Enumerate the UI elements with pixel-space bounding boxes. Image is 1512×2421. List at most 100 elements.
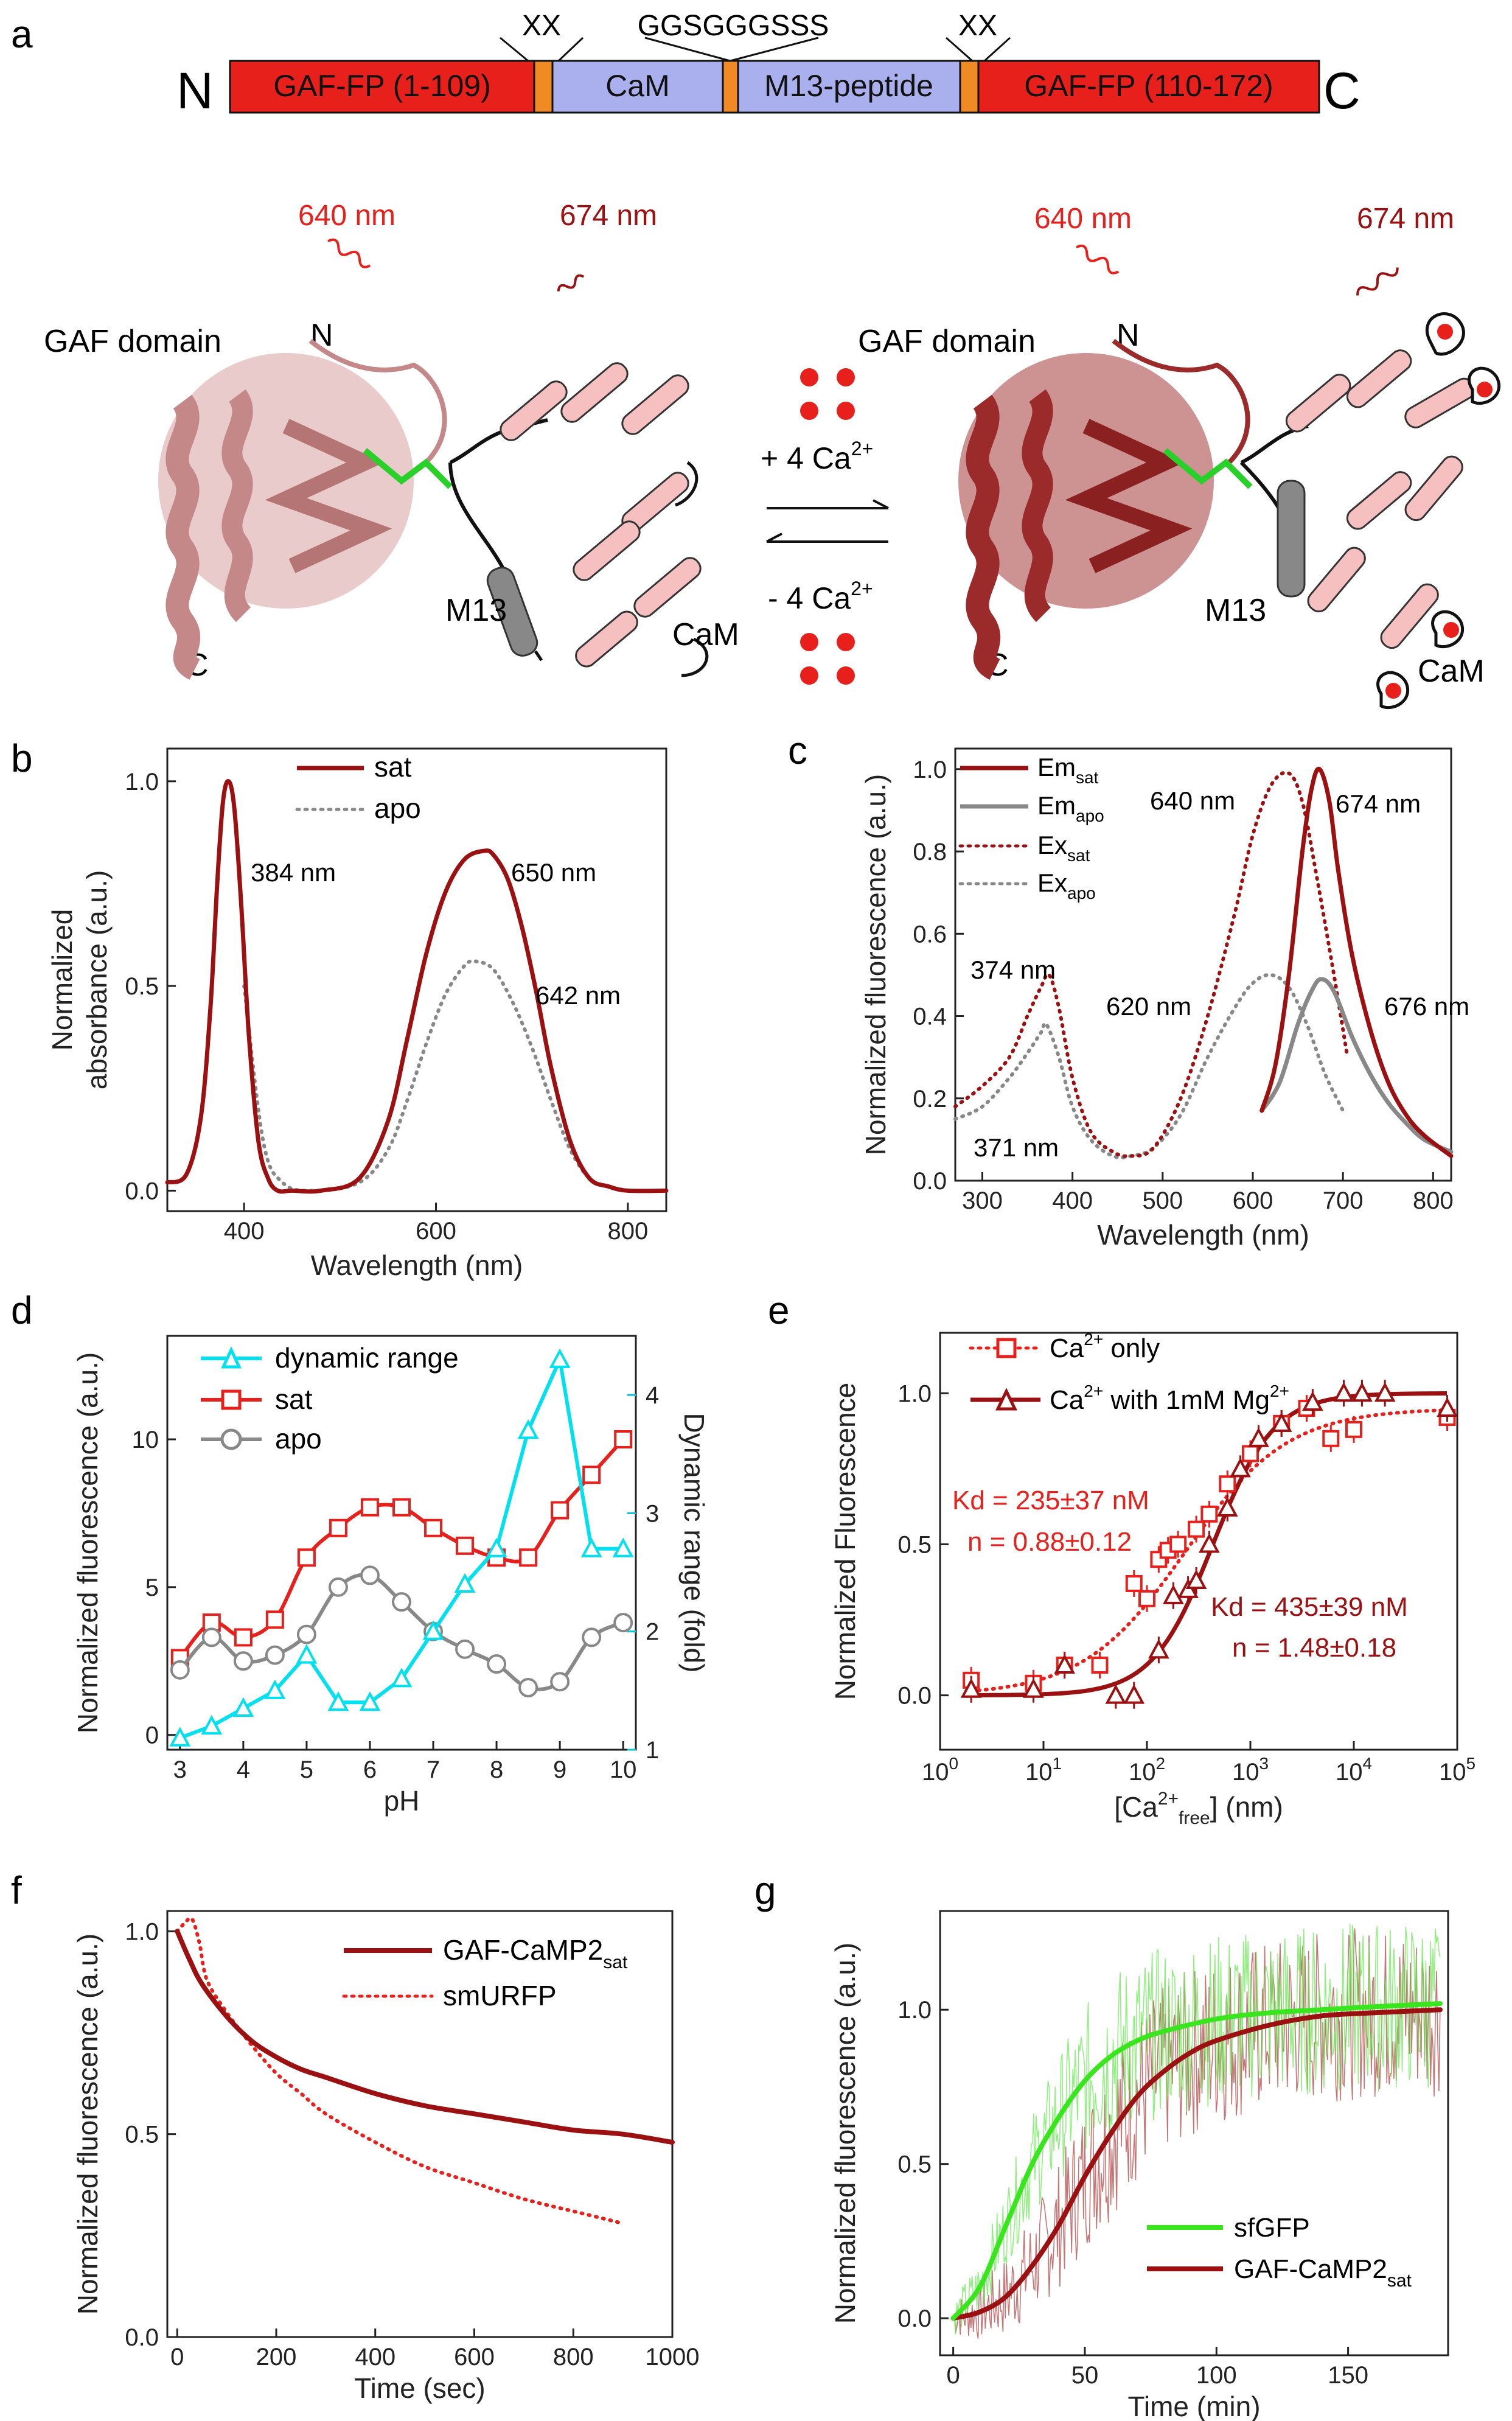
absorbance-chart: 400 600 800 0.0 0.5 1.0 Wavelength (nm) Normali… (46, 747, 669, 1281)
sat-point (614, 1430, 633, 1448)
y-axis-label-c: Normalized fluorescence (a.u.) (860, 774, 891, 1155)
x-axis-b-tick-label: 600 (416, 1218, 456, 1245)
x-axis-g-tick-label: 150 (1328, 2362, 1368, 2389)
x-axis-c-tick-label: 300 (962, 1187, 1003, 1214)
linker-mid-label: GGSGGGSSS (638, 10, 829, 42)
y-axis-g-tick-label: 0.5 (897, 2151, 932, 2178)
ca-only-point (1125, 1574, 1143, 1592)
apo-point (265, 1645, 285, 1665)
panel-label-d: d (11, 1288, 33, 1332)
y-axis-c-tick-label: 0.6 (913, 921, 947, 948)
x-axis-c-tick-label: 800 (1413, 1187, 1454, 1214)
calcium-ions-top (800, 368, 855, 420)
y-axis-d-tick-label: 10 (132, 1427, 159, 1453)
ca-mg-point (1230, 1458, 1251, 1478)
axes-frame (166, 747, 667, 1212)
maturation-chart: 0 50 100 150 0.0 0.5 1.0 Time (min) Normalized f… (829, 1910, 1449, 2421)
y-axis-label-e: Normalized Fluorescence (829, 1383, 861, 1700)
ca-only-point (1091, 1657, 1109, 1674)
x-axis-e-tick-label: 101 (1025, 1754, 1062, 1786)
panel-a-structures: 640 nm 674 nm 640 nm 674 nm GAF domain N… (44, 200, 1501, 710)
panel-c: c 300 400 500 600 700 800 0.0 0.2 0.4 0.6 0.8 1.0 Wa… (788, 728, 1469, 1251)
ca-mg-point (1199, 1533, 1220, 1553)
cam-left (448, 362, 709, 677)
series-sfgfp-fit (950, 2001, 1443, 2321)
dynamic-range-point (580, 1537, 602, 1557)
legend-g-sfgfp: sfGFP (1234, 2213, 1310, 2243)
x-axis-label-b: Wavelength (nm) (311, 1249, 523, 1281)
ca-mg-point (1351, 1382, 1373, 1402)
legend-f: GAF-CaMP2sat smURFP (342, 1934, 628, 2011)
minus-calcium-label: - 4 Ca2+ (768, 578, 873, 615)
x-axis-c-tick-label: 600 (1233, 1187, 1273, 1214)
x-axis-d-tick-label: 7 (427, 1756, 440, 1783)
panel-label-a: a (11, 12, 33, 56)
ca-mg-point (1270, 1412, 1292, 1432)
panel-b: b 400 600 800 0.0 0.5 1.0 Wavelength (nm) Norma… (11, 736, 669, 1281)
seg4-label: GAF-FP (110-172) (1024, 69, 1273, 103)
x-axis-e-tick-label: 103 (1232, 1754, 1269, 1786)
ca-only-point (1169, 1535, 1187, 1553)
x-axis-f-tick-label: 200 (256, 2344, 297, 2370)
legend-d-dynamic: dynamic range (275, 1342, 459, 1374)
series-apo-line (242, 959, 630, 1193)
ca-mg-point (960, 1678, 982, 1698)
seg3-label: M13-peptide (764, 69, 933, 103)
x-axis-b-tick-label: 800 (608, 1218, 649, 1245)
legend-d: dynamic range sat apo (201, 1342, 459, 1455)
y-axis-c-tick-label: 0.8 (913, 839, 947, 865)
sat-point (392, 1498, 411, 1517)
dynamic-range-point (264, 1679, 286, 1699)
series-em-sat-line (1259, 766, 1454, 1158)
x-axis-b-tick-label: 400 (224, 1218, 265, 1245)
x-axis-f-tick-label: 1000 (646, 2344, 700, 2370)
x-axis-label-f: Time (sec) (354, 2372, 486, 2404)
axes-frame (939, 1910, 1449, 2356)
annotation-642: 642 nm (535, 981, 621, 1010)
apo-point (582, 1627, 602, 1647)
legend-e-ca-mg: Ca2+ with 1mM Mg2+ (1050, 1382, 1289, 1415)
x-axis-d-tick-label: 9 (553, 1756, 566, 1783)
sat-point (297, 1548, 316, 1567)
legend-f-gaf: GAF-CaMP2sat (443, 1934, 628, 1972)
x-axis-d-tick-label: 10 (610, 1756, 637, 1783)
axes-frame (166, 1335, 637, 1751)
annotation-384: 384 nm (251, 858, 336, 887)
series-smurfp-line (175, 1916, 625, 2226)
sat-point (424, 1518, 443, 1537)
apo-point (392, 1592, 411, 1612)
m13-left-label: M13 (445, 593, 507, 628)
sat-point (329, 1518, 347, 1537)
ca-only-point (1138, 1590, 1155, 1607)
dynamic-range-point (422, 1620, 444, 1640)
kd-dark: Kd = 435±39 nM (1211, 1592, 1408, 1622)
ca-mg-point (1437, 1397, 1458, 1417)
y-axis-g-tick-label: 1.0 (897, 1997, 932, 2024)
x-axis-label-d: pH (384, 1785, 420, 1817)
cam-left-label: CaM (672, 617, 739, 652)
y-axis-label-d: Normalized fluorescence (a.u.) (72, 1352, 103, 1733)
apo-point (170, 1660, 190, 1680)
legend-c-ex-sat: Exsat (1037, 831, 1090, 865)
legend-f-smurfp: smURFP (443, 1980, 557, 2011)
ca-only-point (1200, 1505, 1218, 1523)
x-axis-g-tick-label: 100 (1196, 2362, 1237, 2389)
c-terminus: C (1323, 62, 1360, 119)
axes-frame (166, 1910, 674, 2338)
legend-c-em-sat: Emsat (1037, 753, 1099, 787)
linker-right-label: XX (958, 10, 997, 42)
ca-mg-point (1023, 1678, 1044, 1698)
m13-helix-left (486, 567, 538, 657)
x-axis-g-tick-label: 50 (1071, 2362, 1099, 2389)
apo-point (550, 1672, 570, 1692)
series-gaf-fit (950, 2007, 1443, 2321)
x-axis-e-tick-label: 105 (1439, 1754, 1475, 1786)
wavy-emission-right-icon (1356, 267, 1399, 296)
dynamic-range-point (517, 1419, 539, 1439)
y-axis-g-tick-label: 0.0 (897, 2305, 932, 2332)
cam-right-label: CaM (1418, 654, 1485, 689)
segment-gaf-n (229, 60, 535, 114)
panel-label-f: f (11, 1868, 22, 1912)
gaf-domain-right (958, 338, 1253, 680)
